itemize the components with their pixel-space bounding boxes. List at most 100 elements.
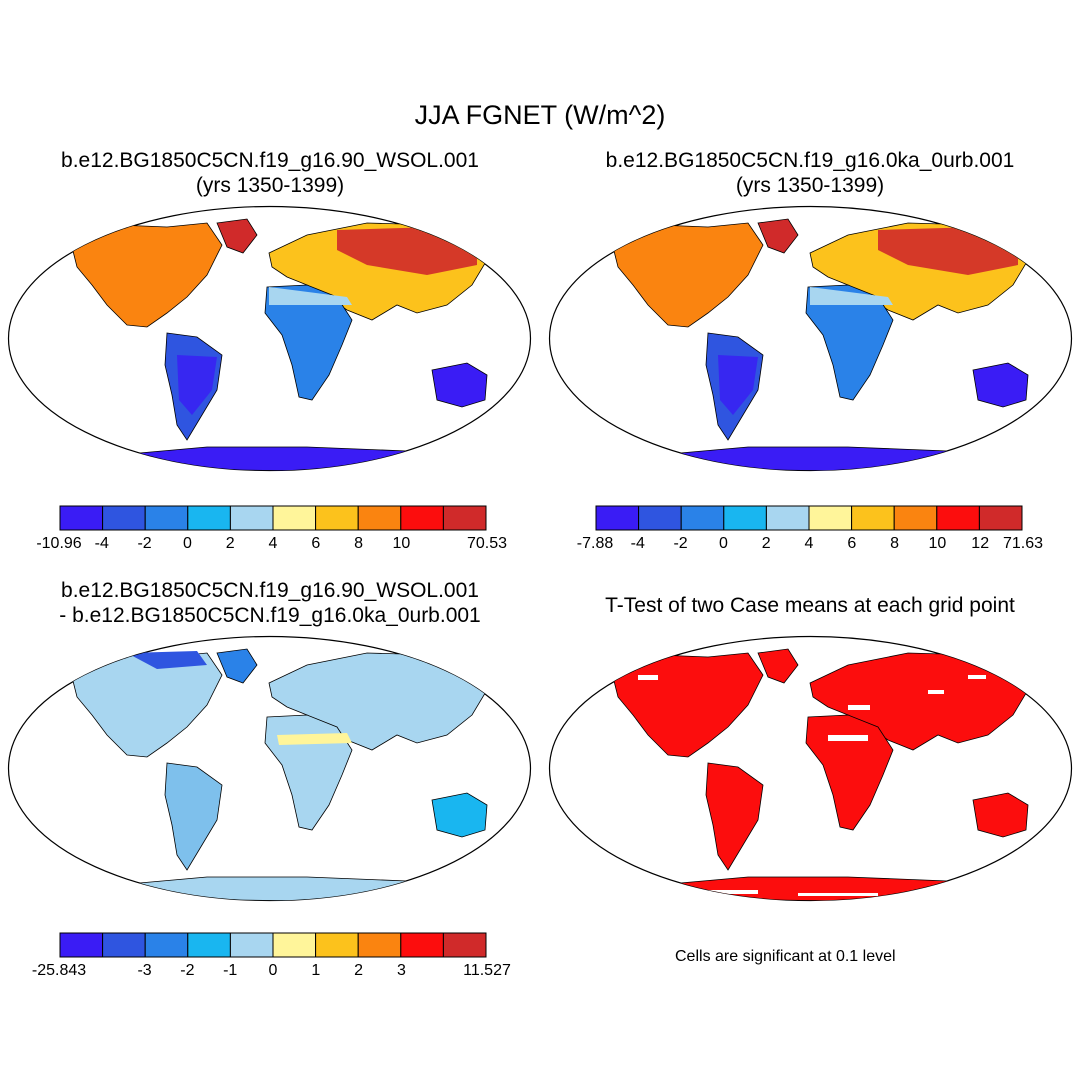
colorbar-tick-label: -10.96 — [36, 535, 82, 552]
continent-greenland — [216, 648, 258, 684]
non-significant-cells — [828, 735, 868, 741]
colorbar-swatch — [102, 932, 146, 958]
colorbar-panel-3 — [59, 932, 487, 958]
colorbar-tick-label: 70.53 — [466, 535, 508, 552]
continent-southAmerica — [705, 762, 764, 871]
continent-greenland — [216, 218, 258, 254]
colorbar-swatch — [59, 505, 104, 531]
colorbar-swatch — [442, 505, 487, 531]
colorbar-swatch — [315, 505, 359, 531]
colorbar-tick-label: 11.527 — [463, 962, 511, 979]
panel-2-title-line-1: b.e12.BG1850C5CN.f19_g16.0ka_0urb.001 — [605, 149, 1015, 172]
non-significant-cells — [638, 675, 658, 680]
continent-northAmerica — [68, 222, 223, 328]
non-significant-cells — [698, 890, 758, 894]
south-america-core — [177, 355, 217, 415]
panel-1-title: b.e12.BG1850C5CN.f19_g16.90_WSOL.001 (yr… — [10, 148, 530, 198]
panel-1-title-line-2: (yrs 1350-1399) — [195, 174, 345, 197]
colorbar-tick-label: -1 — [223, 962, 238, 979]
continent-africa — [805, 714, 894, 831]
panel-2-title: b.e12.BG1850C5CN.f19_g16.0ka_0urb.001 (y… — [550, 148, 1070, 198]
continent-antarctica — [116, 876, 449, 901]
colorbar-swatch — [272, 932, 317, 958]
panel-3-title-line-2: - b.e12.BG1850C5CN.f19_g16.0ka_0urb.001 — [59, 604, 481, 627]
continent-africa — [805, 284, 894, 401]
colorbar-tick-label: 71.63 — [1002, 535, 1044, 552]
colorbar-swatch — [357, 505, 402, 531]
south-america-core — [718, 355, 758, 415]
continent-antarctica — [116, 446, 449, 471]
colorbar-tick-label: 3 — [396, 962, 406, 979]
colorbar-swatch — [638, 505, 682, 531]
colorbar-swatch — [680, 505, 725, 531]
colorbar-tick-label: -3 — [137, 962, 152, 979]
colorbar-panel-2 — [595, 505, 1023, 531]
colorbar-labels-panel-1: -10.96 -4 -2 0 2 4 6 8 10 70.53 — [36, 535, 507, 557]
colorbar-tick-label: -4 — [630, 535, 645, 552]
colorbar-tick-label: 6 — [311, 535, 321, 552]
colorbar-tick-label: 4 — [268, 535, 278, 552]
non-significant-cells — [848, 705, 870, 710]
colorbar-tick-label: 4 — [804, 535, 814, 552]
continent-australia — [972, 362, 1029, 408]
colorbar-tick-label: 10 — [928, 535, 947, 552]
colorbar-tick-label: 6 — [847, 535, 857, 552]
arctic-anomaly — [127, 651, 207, 669]
panel-3-title-line-1: b.e12.BG1850C5CN.f19_g16.90_WSOL.001 — [61, 579, 479, 602]
continent-australia — [972, 792, 1029, 838]
colorbar-swatch — [315, 932, 359, 958]
panel-3-title: b.e12.BG1850C5CN.f19_g16.90_WSOL.001 - b… — [10, 578, 530, 628]
continent-australia — [431, 362, 488, 408]
sahara-anomaly — [277, 733, 352, 745]
colorbar-swatch — [400, 932, 444, 958]
significance-note: Cells are significant at 0.1 level — [675, 948, 896, 965]
colorbar-tick-label: 8 — [890, 535, 900, 552]
colorbar-swatch — [851, 505, 895, 531]
colorbar-swatch — [229, 932, 274, 958]
panel-1-title-line-1: b.e12.BG1850C5CN.f19_g16.90_WSOL.001 — [61, 149, 479, 172]
map-panel-1 — [7, 205, 532, 472]
colorbar-swatch — [595, 505, 640, 531]
colorbar-swatch — [978, 505, 1023, 531]
map-panel-2 — [548, 205, 1073, 472]
colorbar-tick-label: -2 — [180, 962, 195, 979]
continent-australia — [431, 792, 488, 838]
colorbar-tick-label: 0 — [182, 535, 192, 552]
sahel-band — [810, 287, 893, 305]
colorbar-swatch — [723, 505, 767, 531]
continent-antarctica — [657, 876, 990, 901]
colorbar-tick-label: 10 — [392, 535, 411, 552]
colorbar-tick-label: 2 — [354, 962, 364, 979]
panel-4-title-line-1: T-Test of two Case means at each grid po… — [605, 594, 1015, 617]
colorbar-swatch — [272, 505, 317, 531]
colorbar-swatch — [400, 505, 444, 531]
colorbar-swatch — [936, 505, 980, 531]
colorbar-tick-label: 12 — [971, 535, 990, 552]
colorbar-tick-label: 0 — [268, 962, 278, 979]
colorbar-tick-label: 1 — [311, 962, 321, 979]
colorbar-tick-label: -25.843 — [31, 962, 87, 979]
colorbar-swatch — [357, 932, 402, 958]
colorbar-swatch — [102, 505, 146, 531]
continent-greenland — [757, 648, 799, 684]
colorbar-swatch — [187, 932, 231, 958]
panel-2-title-line-2: (yrs 1350-1399) — [735, 174, 885, 197]
map-panel-4 — [548, 635, 1073, 902]
colorbar-tick-label: 2 — [225, 535, 235, 552]
colorbar-swatch — [59, 932, 104, 958]
colorbar-swatch — [229, 505, 274, 531]
colorbar-swatch — [808, 505, 853, 531]
non-significant-cells — [798, 893, 878, 896]
panel-4-title: T-Test of two Case means at each grid po… — [550, 593, 1070, 618]
sahel-band — [269, 287, 352, 305]
colorbar-tick-label: 0 — [718, 535, 728, 552]
colorbar-tick-label: -2 — [137, 535, 152, 552]
colorbar-swatch — [765, 505, 810, 531]
colorbar-tick-label: 2 — [761, 535, 771, 552]
continent-southAmerica — [164, 762, 223, 871]
colorbar-tick-label: -2 — [673, 535, 688, 552]
map-panel-3 — [7, 635, 532, 902]
non-significant-cells — [928, 690, 944, 694]
colorbar-tick-label: 8 — [354, 535, 364, 552]
colorbar-labels-panel-2: -7.88 -4 -2 0 2 4 6 8 10 12 71.63 — [577, 535, 1043, 557]
